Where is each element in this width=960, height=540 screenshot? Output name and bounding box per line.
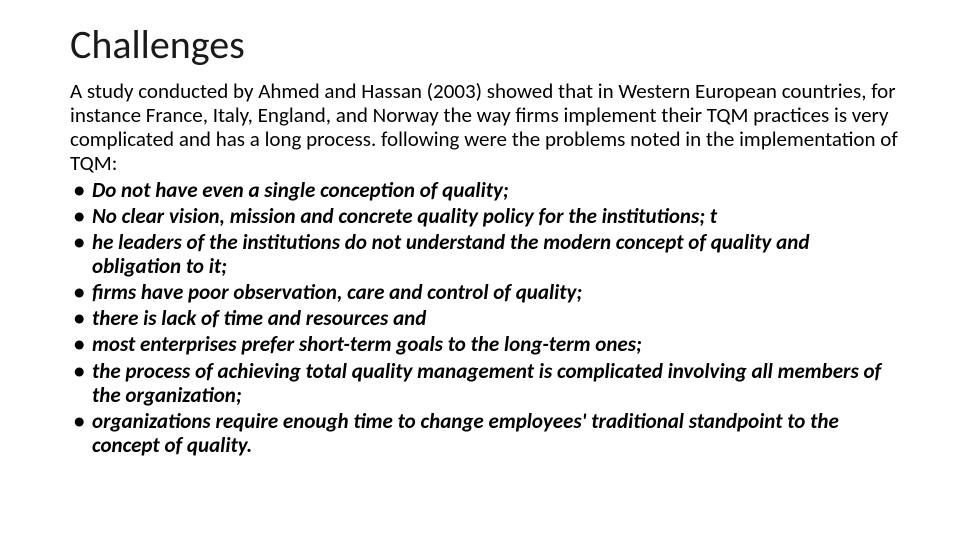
slide: Challenges A study conducted by Ahmed an… xyxy=(0,0,960,540)
list-item: Do not have even a single conception of … xyxy=(70,178,900,202)
list-item: there is lack of time and resources and xyxy=(70,306,900,330)
intro-paragraph: A study conducted by Ahmed and Hassan (2… xyxy=(70,79,900,176)
list-item: most enterprises prefer short-term goals… xyxy=(70,332,900,356)
list-item: the process of achieving total quality m… xyxy=(70,359,900,407)
list-item: he leaders of the institutions do not un… xyxy=(70,230,900,278)
body-text: A study conducted by Ahmed and Hassan (2… xyxy=(70,79,900,457)
list-item: organizations require enough time to cha… xyxy=(70,409,900,457)
list-item: firms have poor observation, care and co… xyxy=(70,280,900,304)
page-title: Challenges xyxy=(70,20,900,69)
list-item: No clear vision, mission and concrete qu… xyxy=(70,204,900,228)
bullet-list: Do not have even a single conception of … xyxy=(70,178,900,458)
